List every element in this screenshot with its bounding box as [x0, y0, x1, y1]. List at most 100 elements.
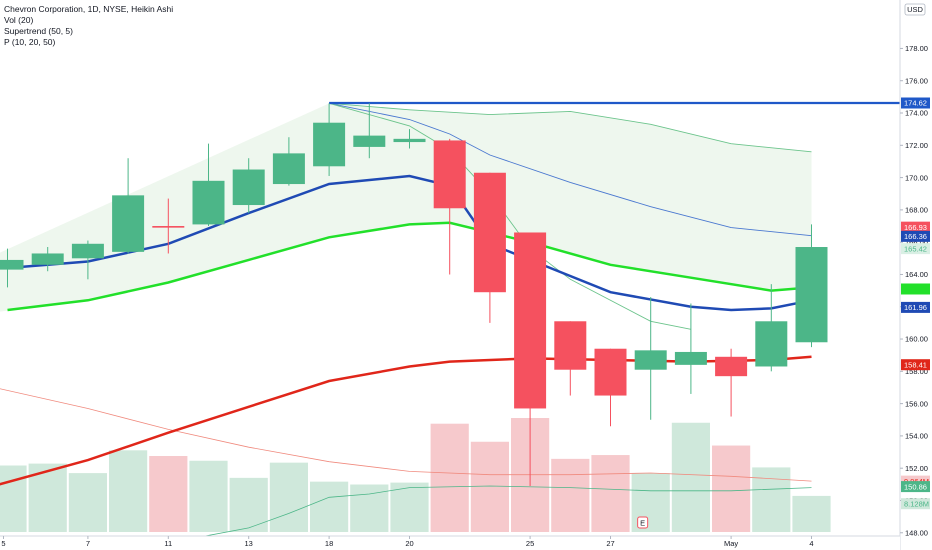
volume-bar: [792, 495, 831, 532]
candle-body: [152, 226, 185, 228]
price-label: [901, 283, 930, 295]
volume-bar: [350, 484, 389, 532]
price-label-text: 150.86: [904, 482, 927, 491]
price-label: 150.86: [901, 481, 930, 493]
earnings-marker: E: [637, 516, 649, 529]
candle-body: [755, 321, 788, 367]
volume-bar: [752, 467, 791, 532]
candle-body: [554, 321, 587, 370]
volume-bar: [68, 473, 107, 532]
candle: [715, 348, 748, 417]
candle: [272, 137, 305, 186]
candle-body: [31, 253, 64, 265]
price-tick-label: 168.00: [905, 206, 928, 215]
time-tick-label: 7: [86, 539, 90, 548]
price-label: 174.62: [901, 97, 930, 109]
candle: [353, 103, 386, 159]
candle: [192, 143, 225, 227]
candle-body: [272, 153, 305, 185]
candle: [795, 224, 828, 348]
price-tick-label: 176.00: [905, 76, 928, 85]
legend-volume[interactable]: Vol (20): [4, 15, 34, 25]
time-tick-label: 11: [164, 539, 172, 548]
candle: [0, 248, 24, 288]
legend-p-indicator[interactable]: P (10, 20, 50): [4, 37, 56, 47]
volume-bar: [310, 481, 349, 532]
price-label-box: [901, 221, 930, 233]
price-label-box: [901, 359, 930, 371]
candle-body: [112, 195, 145, 252]
price-label-text: 8.128M: [904, 499, 929, 508]
price-label-text: 161.96: [904, 303, 927, 312]
price-label: 158.41: [901, 359, 930, 371]
price-tick-label: 170.00: [905, 173, 928, 182]
candle-body: [192, 180, 225, 225]
candle: [554, 321, 587, 396]
price-axis-background: [900, 0, 932, 550]
price-label-box: [901, 498, 930, 510]
candle-body: [473, 172, 506, 293]
currency-frame: [904, 3, 926, 16]
candle-body: [71, 243, 104, 259]
price-label-box: [901, 243, 930, 255]
volume-bar: [671, 422, 710, 532]
candle-body: [353, 135, 386, 147]
price-tick-label: 156.00: [905, 399, 928, 408]
supertrend-upper-line: [329, 102, 812, 153]
time-tick-label: May: [724, 539, 738, 548]
volume-bar: [430, 423, 469, 532]
time-axis-background: [0, 536, 900, 550]
candle-body: [313, 122, 346, 167]
ma-blue-line: [7, 174, 812, 312]
price-tick-label: 172.00: [905, 141, 928, 150]
supertrend-mid-line: [329, 102, 812, 237]
candle-body: [232, 169, 265, 206]
supertrend-lower-line: [328, 102, 691, 330]
legend-supertrend[interactable]: Supertrend (50, 5): [4, 26, 73, 36]
time-tick-label: 4: [809, 539, 813, 548]
volume-bar: [712, 445, 751, 532]
volume-bar: [551, 458, 590, 532]
candle-body: [674, 351, 707, 365]
candle: [313, 103, 346, 176]
candle: [232, 158, 265, 214]
price-label-text: 166.93: [904, 223, 927, 232]
time-tick-label: 20: [405, 539, 413, 548]
price-tick-label: 160.00: [905, 335, 928, 344]
legend-title[interactable]: Chevron Corporation, 1D, NYSE, Heikin As…: [4, 4, 174, 14]
ma-green-line: [7, 221, 812, 312]
time-tick-label: 18: [325, 539, 333, 548]
thin-red-line: [0, 388, 812, 482]
time-tick-label: 25: [526, 539, 534, 548]
price-label-box: [901, 230, 930, 242]
candle-body: [514, 232, 547, 409]
volume-bar: [269, 462, 308, 532]
price-tick-label: 164.00: [905, 270, 928, 279]
time-tick-label: 13: [245, 539, 253, 548]
candle: [594, 348, 627, 427]
time-tick-label: 27: [606, 539, 614, 548]
candle-body: [594, 348, 627, 396]
volume-bar: [390, 482, 429, 532]
price-label: 165.42: [901, 243, 930, 255]
currency-label: USD: [907, 5, 923, 14]
price-label: 161.96: [901, 301, 930, 313]
candle-body: [634, 350, 667, 370]
candle: [674, 303, 707, 394]
price-label-box: [901, 283, 930, 295]
candle-body: [0, 259, 24, 270]
candle: [473, 172, 506, 323]
price-label-text: 166.36: [904, 232, 927, 241]
time-axis: 5 7 11 13 18 20 25 27 May 4: [0, 535, 900, 550]
candle: [152, 198, 185, 254]
price-tick-label: 154.00: [905, 432, 928, 441]
earnings-label: E: [640, 519, 645, 528]
candle: [634, 297, 667, 420]
candle: [112, 158, 145, 254]
volume-bar: [229, 477, 268, 532]
candle: [393, 129, 426, 149]
price-label-text: 165.42: [904, 244, 927, 253]
volume-bar: [149, 456, 188, 532]
volume-bar: [189, 460, 228, 532]
